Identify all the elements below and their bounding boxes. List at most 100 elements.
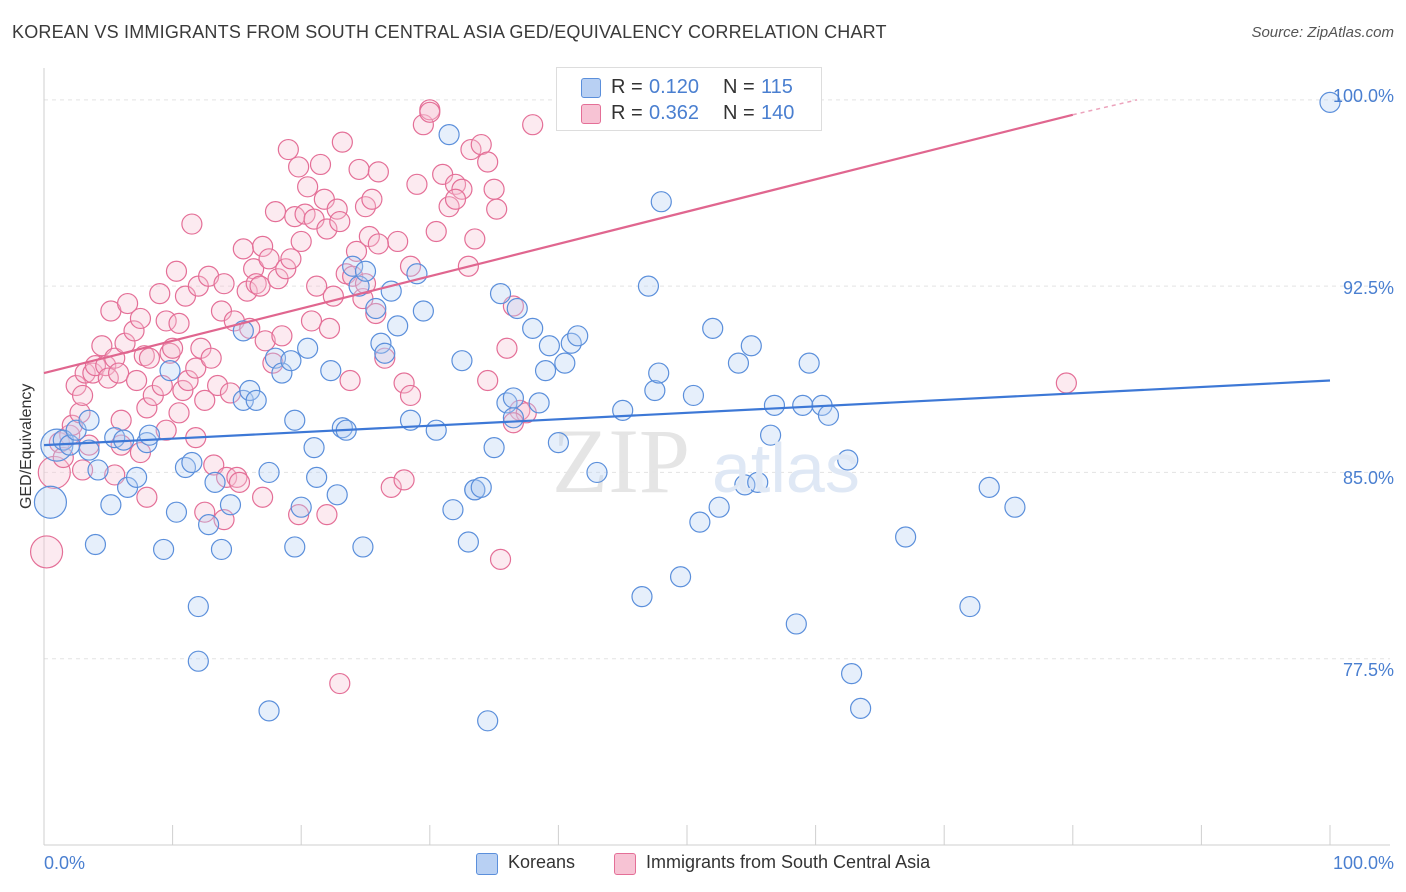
immigrants-point [367,161,389,183]
immigrants-point [71,384,94,407]
immigrants-point [460,138,482,161]
koreans-point [284,409,306,431]
immigrants-point [37,455,71,490]
koreans-point [280,350,302,372]
koreans-point [125,466,148,489]
immigrants-point [522,114,544,136]
immigrants-point [489,548,512,570]
koreans-point [271,362,293,384]
koreans-point [412,300,434,322]
immigrants-point [168,312,190,335]
koreans-point [100,494,122,516]
immigrants-point [329,210,351,233]
immigrants-point [236,280,258,302]
koreans-point [204,471,226,493]
legend-n-value: 140 [761,102,795,124]
x-tick-label: 100.0% [1332,853,1394,873]
legend-r-label: R = [611,76,643,98]
koreans-point [506,297,528,320]
koreans-point [740,335,762,357]
immigrants-point [406,173,428,195]
immigrants-point [185,357,207,379]
immigrants-point [116,292,139,315]
immigrants-point [138,347,161,369]
koreans-point [798,352,820,374]
y-tick-label: 77.5% [1342,660,1394,680]
koreans-point [245,389,267,412]
koreans-point [850,697,872,719]
koreans-point [33,485,68,519]
koreans-point [792,394,814,416]
legend-swatch-pink [581,104,601,124]
koreans-point [138,424,161,446]
koreans-point [522,317,544,339]
immigrants-point [71,459,94,481]
immigrants-point [129,307,152,330]
koreans-point [87,459,109,481]
immigrants-point [264,201,287,223]
axes [43,68,1390,846]
immigrants-point [486,198,508,220]
immigrants-point [177,369,199,392]
koreans-point [959,595,981,618]
legend-n-label: N = [723,102,755,124]
immigrants-point [271,325,293,347]
koreans-point [734,474,756,496]
y-tick-label: 92.5% [1342,278,1394,298]
koreans-point [650,191,672,213]
koreans-point [586,461,608,484]
immigrants-point [104,464,126,486]
koreans-point [232,320,254,342]
koreans-point [895,526,917,548]
immigrants-point [252,235,274,258]
immigrants-point [107,362,130,384]
immigrants-point [254,330,276,352]
koreans-point [352,536,374,558]
immigrants-point [78,434,100,456]
immigrants-point [136,486,158,508]
immigrants-point [393,372,415,394]
koreans-point [747,471,769,493]
series-immigrants-points [29,99,1077,695]
koreans-point [284,536,306,558]
immigrants-point [95,355,117,377]
koreans-point [759,424,782,446]
legend-r-value: 0.120 [649,76,700,98]
immigrants-point [300,310,323,332]
immigrants-point [123,320,145,342]
immigrants-point [97,367,119,389]
koreans-point [399,409,422,431]
koreans-point [708,496,730,518]
koreans-point [78,409,100,431]
immigrants-point [228,471,251,493]
koreans-point [1004,496,1026,518]
immigrants-point [306,275,328,297]
immigrants-point [198,265,220,287]
koreans-point [198,513,220,536]
koreans-point [354,260,377,282]
immigrants-point [203,454,225,476]
immigrants-point [358,225,380,248]
immigrants-point [280,248,302,270]
immigrants-point [348,158,370,181]
immigrants-point [168,402,190,424]
series-koreans-points [33,91,1341,732]
immigrants-point [52,446,74,469]
koreans-point [502,387,524,409]
immigrants-trend-extension [1072,99,1138,116]
legend-n-value: 115 [761,76,793,98]
koreans-point [648,362,670,384]
immigrants-point [309,153,332,176]
immigrants-point [297,176,319,198]
immigrants-point [194,501,216,523]
koreans-point [258,461,280,484]
immigrants-point [1055,372,1077,394]
immigrants-point [477,369,499,392]
koreans-point [374,342,396,364]
immigrants-point [275,258,297,280]
immigrants-point [29,535,64,569]
koreans-point [451,350,473,372]
immigrants-point [245,273,267,295]
legend-swatch-blue [581,78,601,98]
